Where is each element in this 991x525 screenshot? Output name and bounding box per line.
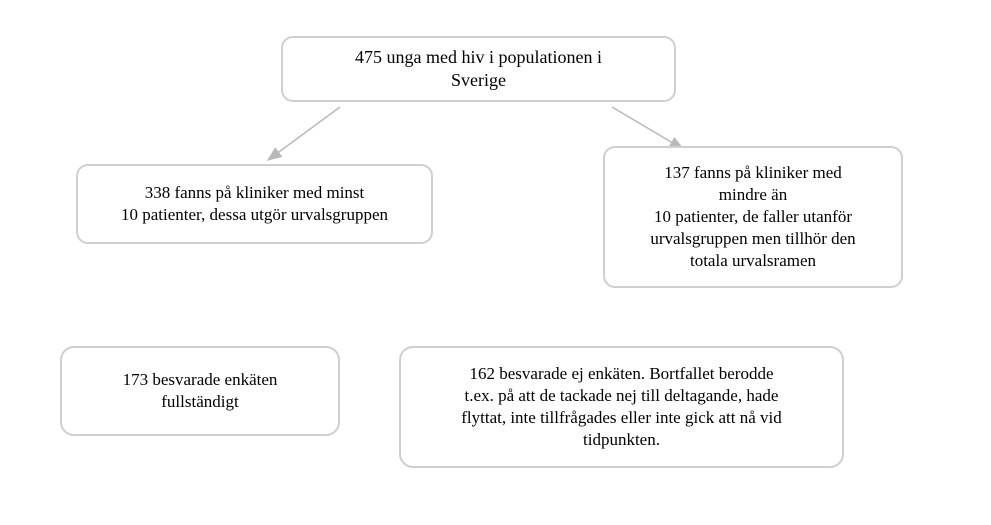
flow-node-bottom-right: 162 besvarade ej enkäten. Bortfallet ber…	[399, 346, 844, 468]
flow-node-right-mid: 137 fanns på kliniker med mindre än 10 p…	[603, 146, 903, 288]
flow-edge-root-left-mid	[268, 107, 340, 160]
flow-node-bottom-left: 173 besvarade enkäten fullständigt	[60, 346, 340, 436]
flow-edge-root-right-mid	[612, 107, 683, 149]
flow-node-left-mid: 338 fanns på kliniker med minst 10 patie…	[76, 164, 433, 244]
flowchart-canvas: 475 unga med hiv i populationen i Sverig…	[0, 0, 991, 525]
flow-node-root: 475 unga med hiv i populationen i Sverig…	[281, 36, 676, 102]
